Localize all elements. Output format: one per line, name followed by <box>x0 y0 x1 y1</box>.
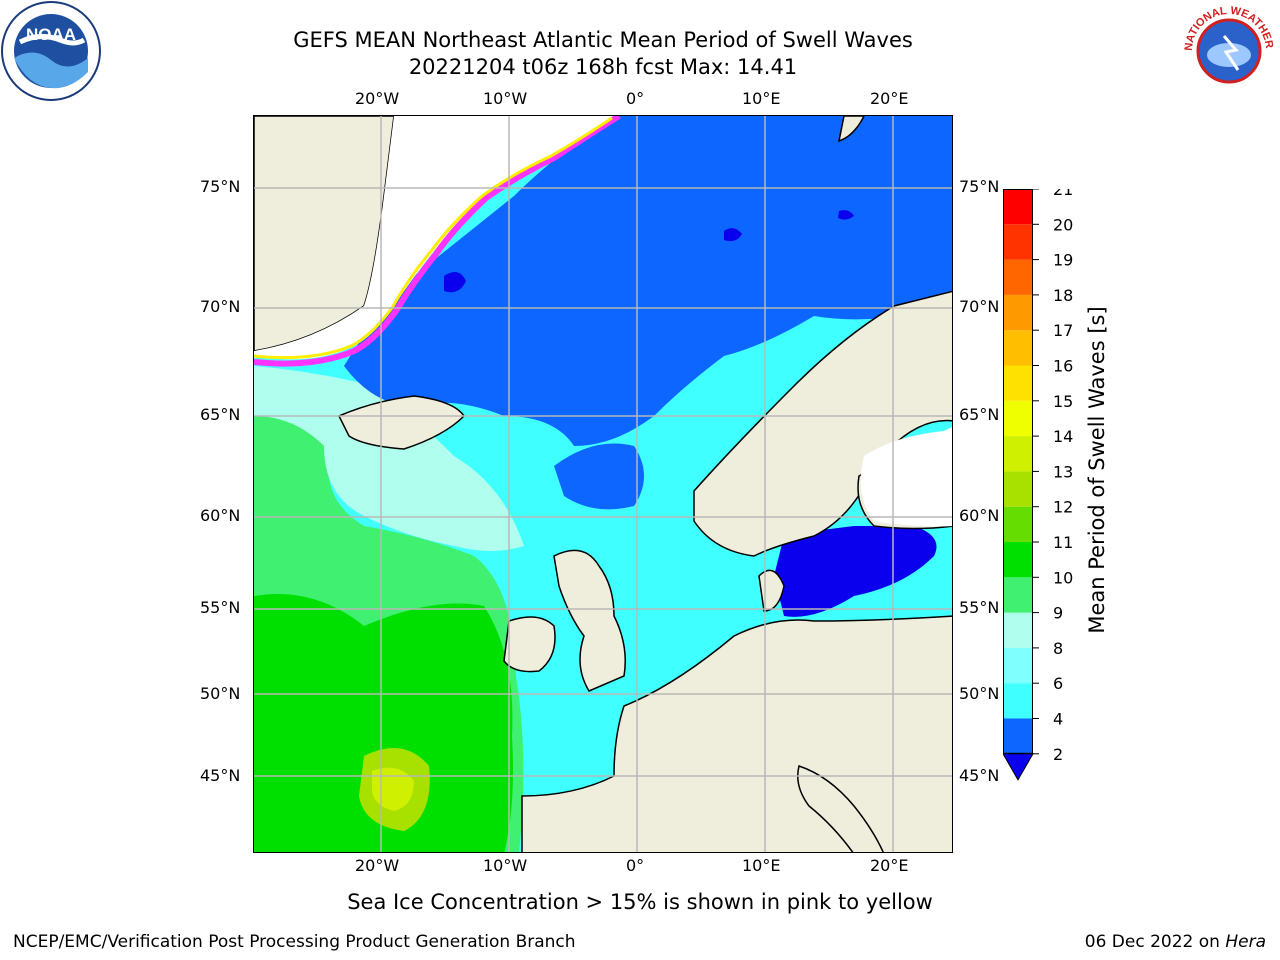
swell-baltic <box>774 526 937 617</box>
colorbar-outline <box>1003 189 1033 754</box>
land-ireland <box>503 616 556 673</box>
colorbar-tick-label: 8 <box>1053 639 1063 658</box>
colorbar-segment <box>1003 506 1033 542</box>
colorbar-tick-label: 10 <box>1053 568 1073 587</box>
lat-label-left: 55°N <box>200 598 241 617</box>
colorbar-segment <box>1003 294 1033 331</box>
lon-label-bottom: 10°E <box>742 856 781 875</box>
colorbar-segment <box>1003 718 1033 754</box>
lat-label-right: 75°N <box>959 177 1000 196</box>
colorbar-segment <box>1003 471 1033 507</box>
colorbar-tick-label: 15 <box>1053 392 1073 411</box>
footer-date: 06 Dec 2022 on Hera <box>1085 932 1266 952</box>
lat-label-right: 50°N <box>959 684 1000 703</box>
colorbar-segment <box>1003 577 1033 613</box>
colorbar-segment <box>1003 189 1033 225</box>
lon-label-bottom: 10°W <box>483 856 528 875</box>
colorbar-tick-label: 6 <box>1053 674 1063 693</box>
lon-label-top: 0° <box>626 89 645 108</box>
lat-label-left: 65°N <box>200 405 241 424</box>
lat-label-left: 60°N <box>200 506 241 525</box>
land-group <box>254 116 952 852</box>
lon-label-top: 20°W <box>355 89 400 108</box>
lat-label-right: 60°N <box>959 506 1000 525</box>
sea-ice-edge <box>254 116 621 367</box>
colorbar-tick-label: 21 <box>1053 189 1073 199</box>
colorbar-tick-label: 14 <box>1053 427 1073 446</box>
land-italy <box>797 765 884 852</box>
swell-band-yellow <box>372 767 414 811</box>
map-svg <box>254 116 952 852</box>
swell-band-darkgreen <box>254 594 513 852</box>
lat-label-left: 45°N <box>200 766 241 785</box>
lat-label-left: 70°N <box>200 297 241 316</box>
colorbar-tick-label: 12 <box>1053 498 1073 517</box>
lat-label-right: 55°N <box>959 598 1000 617</box>
colorbar: 2 4 6 8 9 10 11 12 13 14 15 16 17 18 19 20 21 <box>1002 180 1073 793</box>
swell-band-blue-patch <box>554 443 644 510</box>
colorbar-tick-label: 16 <box>1053 357 1073 376</box>
footer-machine: Hera <box>1225 932 1266 952</box>
footer-branch: NCEP/EMC/Verification Post Processing Pr… <box>13 932 576 952</box>
lon-label-top: 20°E <box>870 89 909 108</box>
colorbar-segment <box>1003 330 1033 366</box>
land-svalbard <box>838 116 865 143</box>
colorbar-tick-label: 18 <box>1053 286 1073 305</box>
colorbar-tick-label: 13 <box>1053 462 1073 481</box>
sea-ice-note: Sea Ice Concentration > 15% is shown in … <box>347 890 933 914</box>
colorbar-tick-label: 19 <box>1053 251 1073 270</box>
nws-logo: NATIONAL WEATHER SERVICE <box>1174 0 1280 102</box>
colorbar-tick-label: 4 <box>1053 710 1063 729</box>
colorbar-segment <box>1003 365 1033 401</box>
footer-date-text: 06 Dec 2022 on <box>1084 932 1220 952</box>
chart-subtitle: 20221204 t06z 168h fcst Max: 14.41 <box>408 55 798 79</box>
chart-title: GEFS MEAN Northeast Atlantic Mean Period… <box>293 28 913 52</box>
colorbar-tick-label: 20 <box>1053 215 1073 234</box>
lat-label-right: 65°N <box>959 405 1000 424</box>
lat-label-left: 75°N <box>200 177 241 196</box>
map-panel <box>253 115 953 853</box>
colorbar-tick-label: 2 <box>1053 745 1063 764</box>
land-scandinavia <box>693 290 952 557</box>
lat-label-right: 70°N <box>959 297 1000 316</box>
colorbar-segment <box>1003 683 1033 719</box>
colorbar-svg: 2 4 6 8 9 10 11 12 13 14 15 16 17 18 19 20 21 <box>1002 180 1073 781</box>
lat-label-right: 45°N <box>959 766 1000 785</box>
lon-label-top: 10°E <box>742 89 781 108</box>
colorbar-segment <box>1003 436 1033 472</box>
colorbar-segment <box>1003 647 1033 684</box>
land-uk <box>553 549 626 692</box>
colorbar-tick-label: 9 <box>1053 604 1063 623</box>
colorbar-segment <box>1003 400 1033 437</box>
lat-label-left: 50°N <box>200 684 241 703</box>
sea-ice-white <box>254 116 614 360</box>
swell-band-light <box>254 366 524 551</box>
colorbar-under-triangle <box>1002 753 1034 781</box>
lon-label-bottom: 20°E <box>870 856 909 875</box>
swell-band-blue <box>344 116 952 446</box>
lon-label-bottom: 0° <box>626 856 645 875</box>
colorbar-tick-label: 17 <box>1053 321 1073 340</box>
colorbar-label: Mean Period of Swell Waves [s] <box>1085 306 1109 634</box>
lon-label-top: 10°W <box>483 89 528 108</box>
colorbar-segment <box>1003 542 1033 578</box>
baltic-ice <box>860 427 952 527</box>
colorbar-segment <box>1003 224 1033 260</box>
noaa-logo: NOAA <box>0 0 102 102</box>
lon-label-bottom: 20°W <box>355 856 400 875</box>
colorbar-tick-label: 11 <box>1053 533 1073 552</box>
sea-ice-edge-yellow <box>254 116 613 360</box>
graticule <box>254 116 952 852</box>
colorbar-segment <box>1003 612 1033 648</box>
noaa-logo-text: NOAA <box>26 25 76 44</box>
colorbar-segment <box>1003 259 1033 295</box>
